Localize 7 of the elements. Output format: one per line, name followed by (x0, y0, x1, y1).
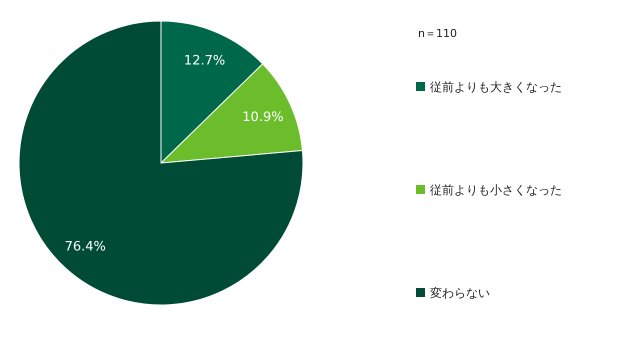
data-label: 10.9% (242, 110, 284, 126)
legend-label: 従前よりも大きくなった (430, 80, 562, 94)
legend-label: 従前よりも小さくなった (430, 183, 562, 197)
text: n＝110 (418, 27, 457, 40)
data-label: 76.4% (64, 240, 106, 255)
data-label: 12.7% (184, 54, 226, 69)
legend-label: 変わらない (430, 286, 490, 300)
